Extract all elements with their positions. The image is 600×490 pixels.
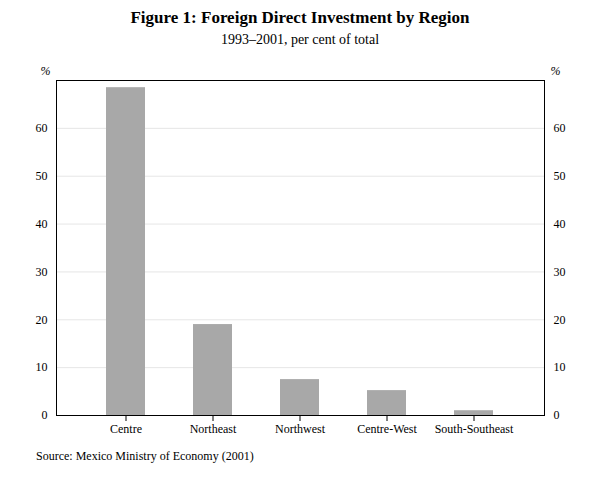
svg-text:60: 60	[554, 121, 566, 135]
svg-text:60: 60	[36, 121, 48, 135]
html-text:Source: Mexico Ministry of Eco: Source: Mexico Ministry of Economy (2001…	[36, 449, 254, 463]
html-text:Figure 1: Foreign Direct Inves: Figure 1: Foreign Direct Investment by R…	[130, 8, 470, 27]
svg-text:10: 10	[554, 360, 566, 374]
html-text:1993–2001, per cent of total: 1993–2001, per cent of total	[220, 32, 380, 47]
svg-text:50: 50	[554, 169, 566, 183]
svg-text:Centre: Centre	[110, 422, 142, 436]
svg-text:10: 10	[36, 360, 48, 374]
svg-text:40: 40	[554, 217, 566, 231]
svg-text:20: 20	[554, 313, 566, 327]
svg-text:South-Southeast: South-Southeast	[435, 422, 514, 436]
svg-text:0: 0	[42, 408, 48, 422]
svg-text:Northeast: Northeast	[190, 422, 237, 436]
svg-text:20: 20	[36, 313, 48, 327]
svg-text:30: 30	[554, 265, 566, 279]
svg-text:Northwest: Northwest	[275, 422, 326, 436]
svg-text:%: %	[551, 64, 561, 78]
svg-text:Centre-West: Centre-West	[357, 422, 417, 436]
svg-text:30: 30	[36, 265, 48, 279]
svg-text:50: 50	[36, 169, 48, 183]
svg-text:%: %	[41, 64, 51, 78]
svg-text:40: 40	[36, 217, 48, 231]
svg-text:0: 0	[554, 408, 560, 422]
